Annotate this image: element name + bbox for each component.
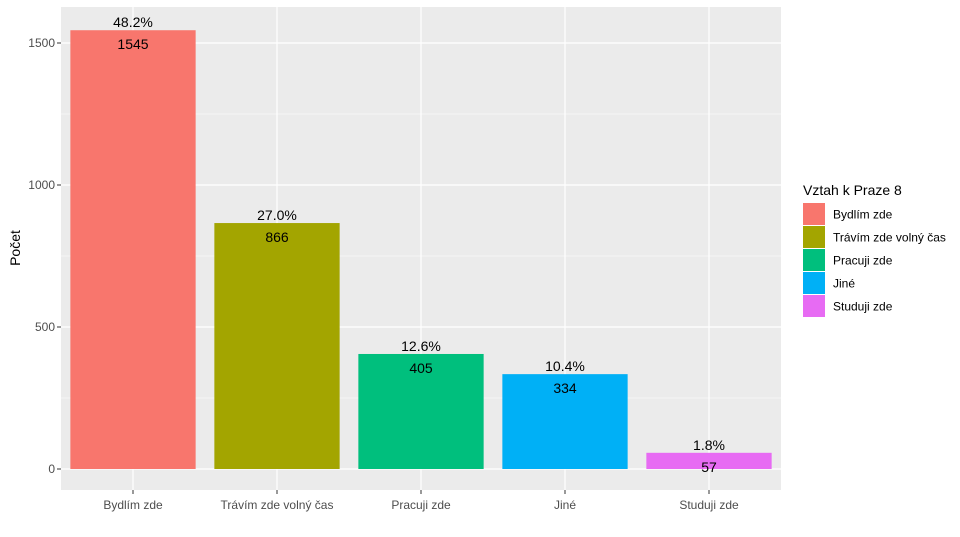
value-label: 334	[553, 380, 577, 396]
x-tick-label: Jiné	[554, 498, 576, 512]
percent-label: 1.8%	[693, 437, 725, 453]
legend-label: Bydlím zde	[833, 208, 893, 222]
percent-label: 10.4%	[545, 358, 585, 374]
legend-key	[803, 249, 825, 271]
x-tick-label: Bydlím zde	[103, 498, 163, 512]
bars	[70, 30, 772, 469]
legend-label: Jiné	[833, 277, 855, 291]
legend-label: Studuji zde	[833, 300, 893, 314]
value-label: 866	[265, 229, 289, 245]
bar	[70, 30, 196, 469]
value-label: 1545	[117, 36, 148, 52]
x-tick-label: Studuji zde	[679, 498, 739, 512]
y-tick-label: 500	[35, 320, 55, 334]
y-tick-label: 1000	[28, 178, 55, 192]
y-tick-label: 0	[48, 462, 55, 476]
value-label: 405	[409, 360, 433, 376]
data-labels: 48.2% 1545 27.0% 866 12.6% 405 10.4% 334 1.8% 57	[113, 14, 725, 475]
legend-key	[803, 272, 825, 294]
legend-key	[803, 295, 825, 317]
bar	[214, 223, 340, 469]
percent-label: 48.2%	[113, 14, 153, 30]
legend-label: Pracuji zde	[833, 254, 893, 268]
x-tick-label: Pracuji zde	[391, 498, 451, 512]
x-axis: Bydlím zde Trávím zde volný čas Pracuji zd…	[103, 490, 739, 512]
percent-label: 12.6%	[401, 338, 441, 354]
y-axis-title: Počet	[7, 230, 23, 266]
legend-key	[803, 226, 825, 248]
percent-label: 27.0%	[257, 207, 297, 223]
bar	[646, 452, 772, 469]
bar	[358, 353, 484, 469]
legend: Vztah k Praze 8 Bydlím zde Trávím zde vol…	[803, 182, 946, 317]
legend-label: Trávím zde volný čas	[833, 231, 946, 245]
x-tick-label: Trávím zde volný čas	[221, 498, 334, 512]
legend-key	[803, 203, 825, 225]
y-tick-label: 1500	[28, 36, 55, 50]
y-axis: 0 500 1000 1500	[28, 36, 61, 476]
legend-title: Vztah k Praze 8	[803, 182, 902, 198]
bar	[502, 374, 628, 469]
value-label: 57	[701, 459, 717, 475]
